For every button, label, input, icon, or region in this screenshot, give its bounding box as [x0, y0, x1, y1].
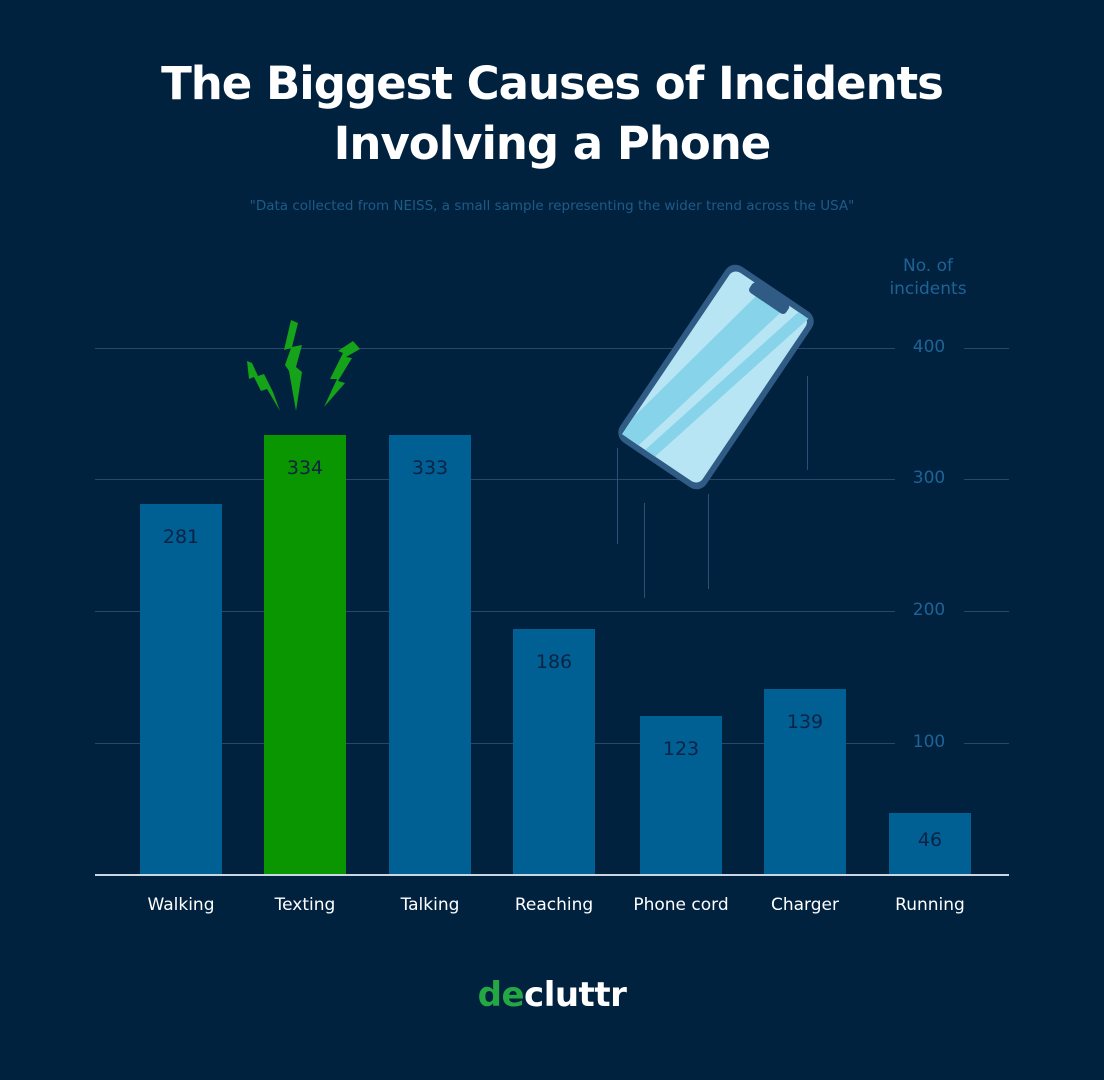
falling-phone-icon — [618, 264, 814, 490]
x-label-texting: Texting — [274, 895, 336, 915]
bar-value-label: 46 — [917, 829, 943, 851]
motion-line — [708, 494, 709, 589]
bar-charger: 139 — [764, 689, 846, 875]
y-tick-400: 400 — [912, 337, 946, 357]
bar-value-label: 333 — [411, 457, 449, 479]
bar-reaching: 186 — [513, 629, 595, 875]
bar-value-label: 123 — [662, 738, 700, 760]
motion-line — [617, 448, 618, 544]
tick-dash-300 — [964, 479, 1009, 480]
bar-talking: 333 — [389, 435, 471, 875]
x-label-talking: Talking — [400, 895, 460, 915]
x-label-walking: Walking — [147, 895, 215, 915]
chart-subtitle: "Data collected from NEISS, a small samp… — [249, 198, 855, 214]
gridline-400 — [95, 348, 895, 349]
bar-texting: 334 — [264, 435, 346, 875]
x-label-charger: Charger — [771, 895, 839, 915]
motion-line — [807, 376, 808, 470]
tick-dash-400 — [964, 348, 1009, 349]
tick-dash-100 — [964, 743, 1009, 744]
y-axis-label-line-1: No. of — [902, 256, 953, 276]
bar-running: 46 — [889, 813, 971, 875]
x-label-reaching: Reaching — [514, 895, 594, 915]
y-tick-100: 100 — [912, 732, 946, 752]
gridline-300 — [95, 479, 895, 480]
bar-walking: 281 — [140, 504, 222, 875]
y-axis-label: No. of incidents — [870, 255, 986, 301]
lightning-bolt-icon — [247, 320, 360, 411]
title-line-2: Involving a Phone — [333, 117, 772, 170]
y-tick-200: 200 — [912, 600, 946, 620]
logo-part-cluttr: cluttr — [524, 975, 627, 1015]
motion-line — [644, 503, 645, 598]
x-label-phone-cord: Phone cord — [633, 895, 729, 915]
gridline-100 — [95, 743, 895, 744]
logo-part-de: de — [477, 975, 525, 1015]
bar-value-label: 139 — [786, 711, 824, 733]
tick-dash-200 — [964, 611, 1009, 612]
gridline-200 — [95, 611, 895, 612]
bar-value-label: 334 — [286, 457, 324, 479]
y-axis-label-line-2: incidents — [889, 279, 967, 299]
title-line-1: The Biggest Causes of Incidents — [161, 57, 944, 110]
x-axis-baseline — [95, 874, 1009, 876]
bar-phone-cord: 123 — [640, 716, 722, 875]
x-label-running: Running — [895, 895, 965, 915]
decluttr-logo: decluttr — [0, 975, 1104, 1015]
chart-title: The Biggest Causes of Incidents Involvin… — [0, 54, 1104, 174]
bar-value-label: 281 — [162, 526, 200, 548]
bar-value-label: 186 — [535, 651, 573, 673]
y-tick-300: 300 — [912, 468, 946, 488]
